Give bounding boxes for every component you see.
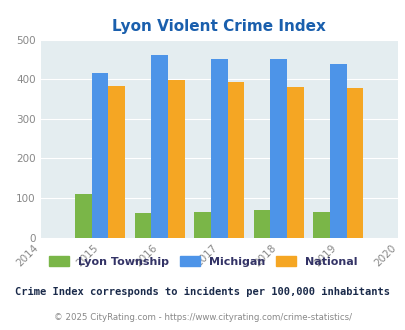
- Bar: [92, 73, 108, 238]
- Bar: [108, 86, 125, 238]
- Bar: [168, 81, 184, 238]
- Title: Lyon Violent Crime Index: Lyon Violent Crime Index: [112, 19, 325, 34]
- Bar: [210, 59, 227, 238]
- Bar: [329, 64, 346, 238]
- Legend: Lyon Township, Michigan, National: Lyon Township, Michigan, National: [45, 253, 360, 271]
- Bar: [227, 82, 244, 238]
- Bar: [75, 194, 92, 238]
- Bar: [194, 212, 210, 238]
- Bar: [253, 210, 270, 238]
- Bar: [313, 212, 329, 238]
- Bar: [151, 55, 168, 238]
- Bar: [134, 213, 151, 238]
- Bar: [270, 59, 286, 238]
- Text: © 2025 CityRating.com - https://www.cityrating.com/crime-statistics/: © 2025 CityRating.com - https://www.city…: [54, 313, 351, 322]
- Text: Crime Index corresponds to incidents per 100,000 inhabitants: Crime Index corresponds to incidents per…: [15, 287, 390, 297]
- Bar: [346, 87, 362, 238]
- Bar: [286, 87, 303, 238]
